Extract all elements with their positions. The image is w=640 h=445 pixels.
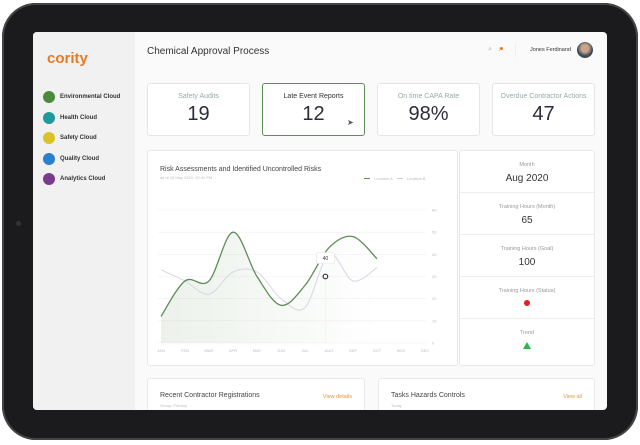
y-tick-label: 60 (432, 208, 437, 213)
leaf-icon (43, 91, 55, 103)
avatar[interactable] (577, 42, 593, 58)
kpi-late-event-reports[interactable]: Late Event Reports 12 ➤ (262, 83, 365, 136)
bell-icon[interactable]: ♪ (498, 47, 504, 53)
x-tick-label: SEP (349, 348, 357, 353)
sidebar-item-health[interactable]: Health Cloud (43, 112, 97, 124)
y-tick-label: 50 (432, 230, 437, 235)
x-tick-label: DEC (421, 348, 430, 353)
series-line-location-a (160, 231, 378, 317)
stat-label: Trend (519, 330, 535, 336)
chart-legend: Location A Location B (364, 176, 426, 181)
stats-panel: Month Aug 2020 Training Hours (Month) 65 T… (459, 150, 595, 366)
page-title: Chemical Approval Process (147, 46, 270, 57)
kpi-value: 47 (532, 103, 555, 125)
tasks-hazards-card: Tasks Hazards Controls View all Today (378, 378, 595, 410)
clipboard-icon (43, 153, 55, 165)
stat-value: 65 (521, 215, 533, 226)
x-tick-label: APR (229, 348, 237, 353)
stat-value: Aug 2020 (505, 173, 549, 184)
stat-month: Month Aug 2020 (460, 151, 594, 193)
y-tick-label: 40 (432, 252, 437, 257)
stat-label: Training Hours (Status) (498, 288, 556, 294)
stat-trend: Trend (460, 319, 594, 361)
sidebar-item-label: Environmental Cloud (60, 94, 121, 100)
card-title: Tasks Hazards Controls (391, 392, 465, 399)
contractor-registrations-card: Recent Contractor Registrations View det… (147, 378, 365, 410)
stat-training-goal: Training Hours (Goal) 100 (460, 235, 594, 277)
sidebar-item-safety[interactable]: Safety Cloud (43, 132, 97, 144)
series-area-location-a (161, 232, 377, 343)
cursor-icon: ➤ (347, 118, 354, 127)
y-tick-label: 10 (432, 318, 437, 323)
x-tick-label: JAN (157, 348, 165, 353)
search-icon[interactable]: ⌕ (488, 46, 493, 53)
kpi-safety-audits[interactable]: Safety Audits 19 (147, 83, 250, 136)
stat-label: Training Hours (Goal) (500, 246, 554, 252)
legend-label: Location A (374, 176, 393, 181)
stat-value: 100 (518, 257, 536, 268)
x-tick-label: MAY (253, 348, 262, 353)
kpi-label: On time CAPA Rate (397, 93, 460, 100)
lightbulb-icon (43, 173, 55, 185)
card-subtitle: Group: Primary (160, 403, 188, 408)
legend-label: Location B (406, 176, 426, 181)
tooltip-box (316, 252, 335, 264)
card-subtitle: Today (391, 403, 402, 408)
view-all-link[interactable]: View all (563, 394, 582, 400)
chart-subtitle: as of 28 May 2019, 09:41 PM (160, 175, 213, 180)
data-point-marker (322, 273, 329, 280)
sidebar-item-analytics[interactable]: Analytics Cloud (43, 173, 105, 185)
series-line-location-b (160, 253, 378, 311)
x-tick-label: JUL (301, 348, 309, 353)
x-tick-label: OCT (373, 348, 382, 353)
card-title: Recent Contractor Registrations (160, 392, 260, 399)
x-tick-label: MAR (205, 348, 214, 353)
y-tick-label: 0 (432, 341, 435, 346)
kpi-overdue-actions[interactable]: Overdue Contractor Actions 47 (492, 83, 595, 136)
sidebar: cority Environmental Cloud Health Cloud … (33, 32, 135, 410)
user-name[interactable]: Jones Ferdinand (530, 47, 571, 53)
sidebar-item-quality[interactable]: Quality Cloud (43, 153, 99, 165)
kpi-label: Late Event Reports (283, 93, 344, 100)
stat-training-month: Training Hours (Month) 65 (460, 193, 594, 235)
kpi-capa-rate[interactable]: On time CAPA Rate 98% (377, 83, 480, 136)
status-dot-icon (524, 300, 530, 306)
kpi-label: Safety Audits (178, 93, 219, 100)
trend-up-icon (523, 342, 531, 349)
sidebar-item-label: Quality Cloud (60, 156, 99, 162)
sidebar-item-label: Safety Cloud (60, 135, 97, 141)
stat-label: Month (519, 162, 535, 168)
user-area: ⌕ ♪ Jones Ferdinand (488, 42, 593, 58)
x-tick-label: JUN (277, 348, 285, 353)
app-screen: cority Environmental Cloud Health Cloud … (33, 32, 607, 410)
stat-label: Training Hours (Month) (498, 204, 556, 210)
kpi-value: 19 (187, 103, 210, 125)
view-details-link[interactable]: View details (322, 394, 352, 400)
stat-training-status: Training Hours (Status) (460, 277, 594, 319)
line-chart: 0 10 20 30 40 50 60 JAN FEB MAR APR MAY JUN JUL AUG SEP… (157, 208, 437, 354)
sidebar-item-environmental[interactable]: Environmental Cloud (43, 91, 120, 103)
y-tick-label: 30 (432, 274, 437, 279)
kpi-label: Overdue Contractor Actions (500, 93, 587, 100)
sidebar-item-label: Health Cloud (60, 115, 97, 121)
tooltip-value: 40 (323, 256, 329, 262)
x-tick-label: FEB (181, 348, 189, 353)
kpi-value: 98% (408, 103, 449, 125)
heart-icon (43, 112, 55, 124)
sidebar-item-label: Analytics Cloud (60, 176, 106, 182)
x-tick-label: AUG (325, 348, 334, 353)
x-tick-label: NOV (397, 348, 406, 353)
camera (16, 221, 21, 226)
y-tick-label: 20 (432, 296, 437, 301)
chart-title: Risk Assessments and Identified Uncontro… (160, 166, 322, 173)
hardhat-icon (43, 132, 55, 144)
logo: cority (47, 50, 88, 67)
kpi-value: 12 (302, 103, 325, 125)
